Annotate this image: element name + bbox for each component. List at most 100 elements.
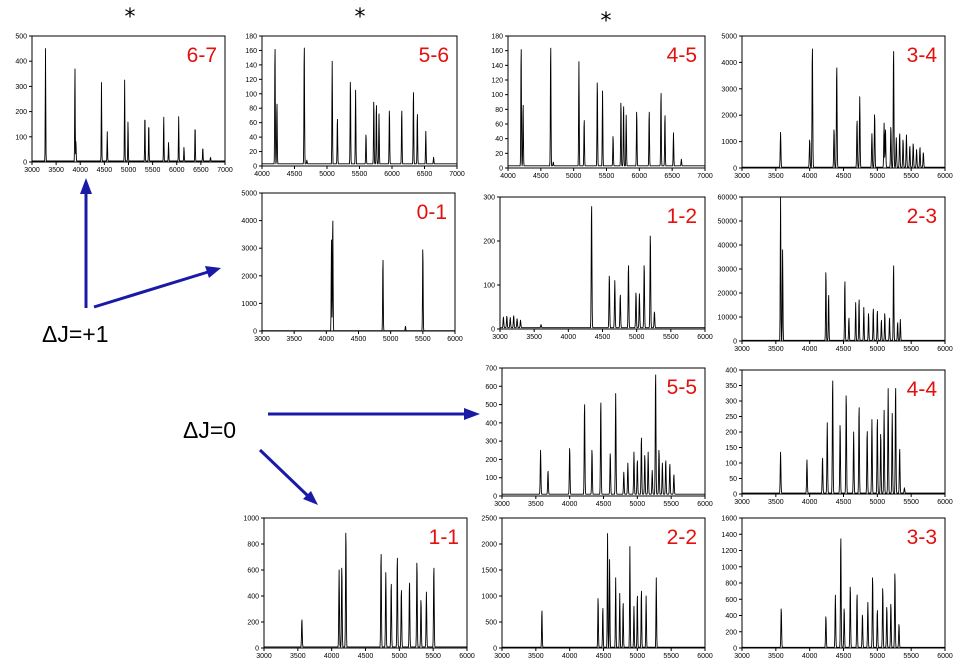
- y-tick-label: 50000: [718, 219, 738, 226]
- x-tick-label: 5000: [629, 334, 645, 341]
- y-tick-label: 1500: [481, 568, 497, 575]
- y-tick-label: 600: [485, 384, 497, 391]
- y-tick-label: 1000: [481, 594, 497, 601]
- delta-j-plus1-label: ΔJ=+1: [42, 321, 109, 347]
- x-tick-label: 4000: [561, 334, 577, 341]
- x-tick-label: 6000: [937, 346, 953, 353]
- y-tick-label: 3000: [721, 86, 737, 93]
- y-tick-label: 30000: [718, 267, 738, 274]
- asterisk-5-6: *: [355, 5, 366, 30]
- x-tick-label: 3000: [494, 653, 510, 660]
- x-tick-label: 5500: [425, 653, 441, 660]
- y-tick-label: 40000: [718, 243, 738, 250]
- x-tick-label: 3000: [734, 653, 750, 660]
- x-tick-label: 6000: [697, 653, 713, 660]
- y-tick-label: 1600: [721, 516, 737, 523]
- x-tick-label: 6500: [417, 171, 433, 178]
- y-tick-label: 400: [15, 59, 27, 66]
- y-tick-label: 800: [247, 542, 259, 549]
- y-tick-label: 200: [483, 239, 495, 246]
- y-tick-label: 200: [247, 620, 259, 627]
- y-tick-label: 2000: [241, 273, 257, 280]
- y-tick-label: 200: [725, 629, 737, 636]
- x-tick-label: 4500: [358, 653, 374, 660]
- x-tick-label: 3500: [768, 346, 784, 353]
- transition-label: 2-3: [907, 205, 937, 228]
- y-tick-label: 20: [495, 151, 503, 158]
- panel-4-5: 4000 4500 5000 5500 6000 6500 7000 0 20 40 60 80 100…: [491, 34, 713, 181]
- x-tick-label: 4500: [596, 653, 612, 660]
- y-tick-label: 60000: [718, 195, 738, 202]
- x-tick-label: 4500: [351, 336, 367, 343]
- x-tick-label: 3000: [24, 167, 40, 174]
- y-tick-label: 500: [485, 402, 497, 409]
- panel-5-5: 3000 3500 4000 4500 5000 5500 6000 0 100 200 300 40…: [485, 366, 713, 509]
- y-tick-label: 1000: [721, 564, 737, 571]
- x-tick-label: 3500: [286, 336, 302, 343]
- y-tick-label: 800: [725, 581, 737, 588]
- y-tick-label: 80: [495, 107, 503, 114]
- y-tick-label: 300: [483, 195, 495, 202]
- y-tick-label: 180: [245, 34, 257, 41]
- x-tick-label: 6000: [937, 499, 953, 506]
- x-tick-label: 5500: [415, 336, 431, 343]
- y-tick-label: 5000: [241, 191, 257, 198]
- x-tick-label: 4000: [802, 346, 818, 353]
- x-tick-label: 5500: [663, 501, 679, 508]
- x-tick-label: 5000: [121, 167, 137, 174]
- x-tick-label: 4500: [836, 499, 852, 506]
- x-tick-label: 5500: [903, 346, 919, 353]
- spectrum-trace: [741, 48, 946, 168]
- arrow-to-1-1: [258, 448, 318, 505]
- y-tick-label: 20: [249, 149, 257, 156]
- arrow-to-0-1: [93, 266, 221, 309]
- transition-label: 1-2: [667, 205, 697, 228]
- y-tick-label: 160: [491, 48, 503, 55]
- x-tick-label: 6000: [632, 173, 648, 180]
- y-tick-label: 2500: [481, 516, 497, 523]
- x-tick-label: 3500: [528, 653, 544, 660]
- y-tick-label: 200: [485, 457, 497, 464]
- y-tick-label: 200: [725, 430, 737, 437]
- x-tick-label: 4000: [319, 336, 335, 343]
- x-tick-label: 3000: [254, 336, 270, 343]
- y-tick-label: 40: [495, 136, 503, 143]
- x-tick-label: 3500: [526, 334, 542, 341]
- x-tick-label: 4000: [324, 653, 340, 660]
- x-tick-label: 3500: [768, 173, 784, 180]
- x-tick-label: 5500: [352, 171, 368, 178]
- x-tick-label: 6000: [169, 167, 185, 174]
- y-tick-label: 0: [491, 327, 495, 334]
- x-tick-label: 5500: [599, 173, 615, 180]
- transition-label: 0-1: [417, 201, 447, 224]
- asterisk-4-5: *: [601, 9, 612, 34]
- y-tick-label: 0: [23, 160, 27, 167]
- y-tick-label: 3000: [241, 246, 257, 253]
- x-tick-label: 5000: [392, 653, 408, 660]
- x-tick-label: 5000: [566, 173, 582, 180]
- spectrum-trace: [263, 532, 468, 648]
- y-tick-label: 100: [15, 134, 27, 141]
- x-tick-label: 6000: [447, 336, 463, 343]
- panel-5-6: 4000 4500 5000 5500 6000 6500 7000 0 20 40 60 80 100…: [245, 34, 465, 179]
- y-tick-label: 0: [733, 166, 737, 173]
- y-tick-label: 700: [485, 366, 497, 373]
- spectrum-trace: [261, 47, 458, 165]
- y-tick-label: 0: [253, 329, 257, 336]
- y-tick-label: 600: [247, 568, 259, 575]
- y-tick-label: 600: [725, 597, 737, 604]
- y-tick-label: 40: [249, 135, 257, 142]
- arrow-to-5-5: [268, 408, 480, 420]
- y-tick-label: 140: [491, 63, 503, 70]
- x-tick-label: 5000: [870, 499, 886, 506]
- spectrum-trace: [261, 220, 456, 332]
- y-tick-label: 5000: [721, 34, 737, 41]
- panel-1-1: 3000 3500 4000 4500 5000 5500 6000 0 200 400 600 80…: [243, 516, 474, 661]
- y-tick-label: 100: [491, 92, 503, 99]
- y-tick-label: 300: [15, 84, 27, 91]
- x-tick-label: 4500: [836, 346, 852, 353]
- x-tick-label: 6500: [664, 173, 680, 180]
- spectrum-trace: [501, 533, 706, 648]
- x-tick-label: 5500: [903, 499, 919, 506]
- y-tick-label: 80: [249, 106, 257, 113]
